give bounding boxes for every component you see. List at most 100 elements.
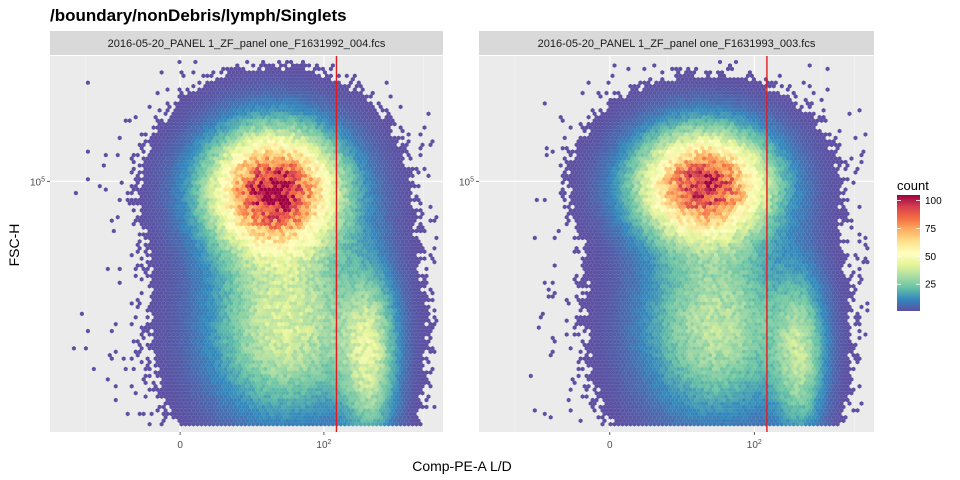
hex-bin <box>277 128 282 134</box>
hex-bin <box>205 101 210 106</box>
hex-bin <box>324 114 329 120</box>
hex-bin <box>235 63 240 68</box>
hex-bin <box>358 90 363 96</box>
hex-bin <box>187 104 192 110</box>
hex-bin <box>384 80 389 85</box>
hex-bin <box>326 97 331 103</box>
hex-bin <box>203 125 208 130</box>
hex-bin <box>205 94 210 99</box>
hex-bin <box>245 128 250 134</box>
hex-bin <box>191 125 196 130</box>
hex-bin <box>229 73 234 79</box>
hex-bin <box>221 101 226 106</box>
hex-bin <box>279 90 284 96</box>
hex-bin <box>243 118 248 123</box>
hex-bin <box>269 114 274 120</box>
hex-bin <box>257 121 262 127</box>
hex-bin <box>193 114 198 120</box>
hex-bin <box>267 90 272 96</box>
hex-bin <box>259 118 264 123</box>
hex-bin <box>352 87 357 92</box>
hex-bin <box>157 108 162 113</box>
hex-bin <box>279 97 284 103</box>
hex-bin <box>316 101 321 106</box>
hex-bin <box>287 70 291 75</box>
hex-bin <box>171 111 176 117</box>
hex-bin <box>336 94 341 99</box>
hex-bin <box>229 80 234 85</box>
hex-bin <box>309 114 313 120</box>
hex-bin <box>85 80 90 85</box>
hex-bin <box>273 66 278 72</box>
hex-bin <box>209 73 214 79</box>
hex-bin <box>350 97 355 103</box>
hex-bin <box>217 87 222 92</box>
hex-bin <box>201 121 206 127</box>
hex-bin <box>269 66 274 72</box>
hex-bin <box>209 108 214 113</box>
hex-bin <box>203 111 208 117</box>
hex-bin <box>231 97 236 103</box>
hex-bin <box>277 66 282 72</box>
hex-bin <box>197 121 202 127</box>
hex-bin <box>231 125 236 130</box>
hex-bin <box>207 118 212 123</box>
hex-bin <box>185 121 190 127</box>
hex-bin <box>189 121 194 127</box>
hex-bin <box>348 108 353 113</box>
hex-bin <box>213 128 218 134</box>
hex-bin <box>348 121 353 127</box>
hex-bin <box>227 111 232 117</box>
hex-bin <box>229 66 234 72</box>
hex-bin <box>177 108 182 113</box>
hex-bin <box>316 73 321 79</box>
hex-bin <box>255 83 260 89</box>
hex-bin <box>285 87 289 92</box>
hex-bin <box>356 108 361 113</box>
hex-bin <box>354 97 359 103</box>
hex-bin <box>245 101 250 106</box>
hex-bin <box>209 121 214 127</box>
hex-bin <box>263 83 268 89</box>
hex-bin <box>173 101 178 106</box>
hex-bin <box>245 59 250 65</box>
chart-title: /boundary/nonDebris/lymph/Singlets <box>50 6 347 25</box>
hex-bin <box>259 90 264 96</box>
hex-bin <box>181 114 186 120</box>
hex-bin <box>287 125 291 130</box>
hex-bin <box>291 63 295 68</box>
hex-bin <box>318 125 323 130</box>
hex-bin <box>277 94 282 99</box>
hex-bin <box>225 80 230 85</box>
hex-bin <box>273 128 278 134</box>
hex-bin <box>320 66 325 72</box>
hex-bin <box>281 87 286 92</box>
hex-bin <box>253 87 258 92</box>
hex-bin <box>245 94 250 99</box>
hex-bin <box>261 101 266 106</box>
hex-bin <box>275 111 280 117</box>
hex-bin <box>241 114 246 120</box>
hex-bin <box>291 125 295 130</box>
hex-bin <box>312 108 317 113</box>
hex-bin <box>344 121 349 127</box>
hex-bin <box>187 125 192 130</box>
hex-bin <box>159 70 164 75</box>
hex-bin <box>203 97 208 103</box>
hex-bin <box>221 108 226 113</box>
hex-bin <box>301 108 305 113</box>
hex-bin <box>299 111 303 117</box>
hex-bin <box>247 70 252 75</box>
hex-bin <box>233 80 238 85</box>
hex-bin <box>344 94 349 99</box>
hex-bin <box>265 94 270 99</box>
hex-bin <box>247 97 252 103</box>
hex-bin <box>297 101 301 106</box>
hex-bin <box>338 125 343 130</box>
hex-bin <box>215 90 220 96</box>
hex-bin <box>370 118 375 123</box>
hex-bin <box>193 128 198 134</box>
hex-bin <box>219 97 224 103</box>
hex-bin <box>161 128 166 134</box>
hex-bin <box>326 111 331 117</box>
